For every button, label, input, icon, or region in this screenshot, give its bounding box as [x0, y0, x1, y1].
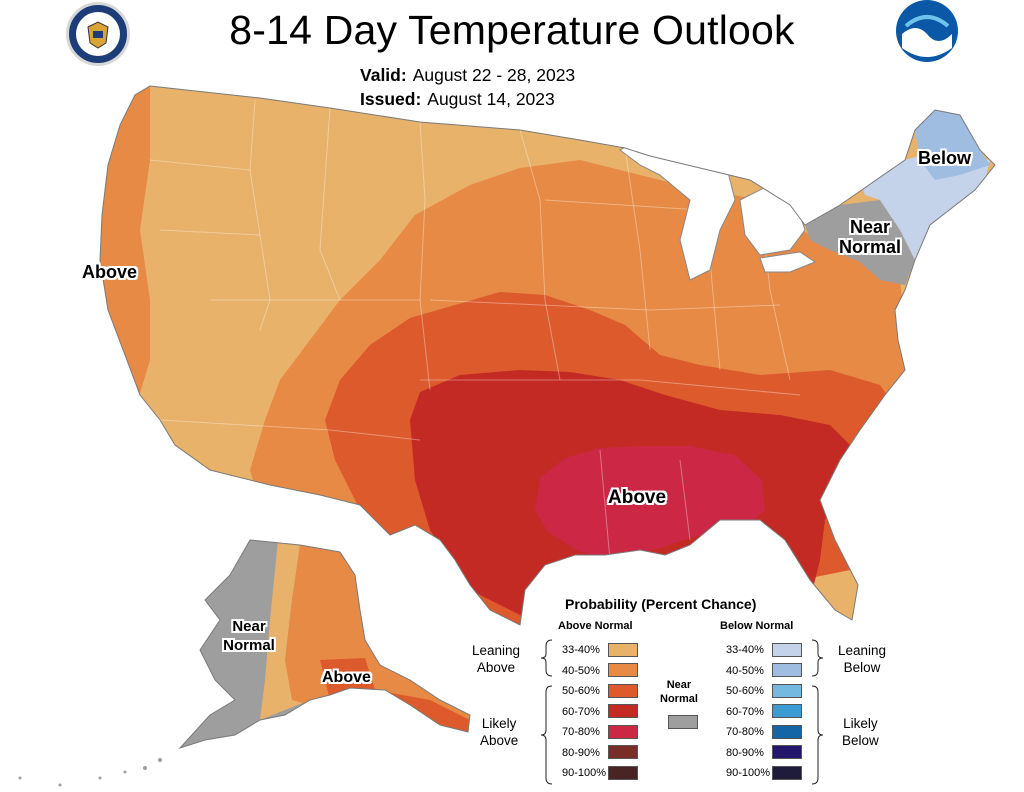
- label-near-normal-northeast: Near Normal: [828, 217, 912, 257]
- noaa-logo-icon: [896, 0, 958, 62]
- likely-word: Likely: [843, 716, 878, 731]
- leaning-word: Leaning: [472, 643, 521, 658]
- near-normal-swatch: [668, 715, 698, 729]
- below-normal-row: 40-50%: [726, 663, 802, 679]
- near-word: Near: [232, 618, 266, 635]
- below-normal-color-swatch: [772, 765, 802, 780]
- above-normal-color-swatch: [608, 745, 638, 760]
- above-normal-range-label: 70-80%: [562, 726, 600, 738]
- leaning-above-label: Leaning Above: [472, 642, 520, 676]
- below-normal-range-label: 40-50%: [726, 664, 764, 677]
- legend-title: Probability (Percent Chance): [565, 596, 757, 612]
- above-normal-row: 40-50%: [562, 663, 638, 679]
- below-normal-row: 90-100%: [726, 765, 802, 781]
- valid-dates: August 22 - 28, 2023: [412, 65, 576, 85]
- below-normal-row: 70-80%: [726, 724, 802, 740]
- normal-word: Normal: [838, 237, 901, 257]
- below-normal-range-label: 90-100%: [726, 767, 771, 779]
- below-normal-row: 50-60%: [726, 683, 802, 699]
- above-normal-row: 60-70%: [562, 704, 638, 720]
- above-normal-row: 90-100%: [562, 765, 638, 781]
- label-above-west: Above: [82, 262, 138, 282]
- leaning-below-label: Leaning Below: [838, 642, 886, 676]
- above-normal-row: 80-90%: [562, 745, 638, 761]
- below-normal-color-swatch: [772, 683, 802, 698]
- above-normal-color-swatch: [608, 765, 638, 780]
- above-normal-color-swatch: [608, 683, 638, 698]
- label-below-northeast: Below: [918, 148, 972, 168]
- label-near-normal-alaska: Near Normal: [212, 617, 286, 655]
- valid-line: Valid: August 22 - 28, 2023: [360, 64, 575, 86]
- above-normal-color-swatch: [608, 642, 638, 657]
- above-normal-range-label: 80-90%: [562, 746, 600, 759]
- below-normal-row: 60-70%: [726, 704, 802, 720]
- above-normal-range-label: 60-70%: [562, 705, 600, 718]
- map-title: 8-14 Day Temperature Outlook: [229, 7, 795, 53]
- above-normal-row: 50-60%: [562, 683, 638, 699]
- above-word: Above: [476, 660, 516, 675]
- commerce-seal-icon: [66, 2, 130, 66]
- leaning-word: Leaning: [838, 643, 887, 658]
- below-normal-row: 80-90%: [726, 745, 802, 761]
- above-normal-color-swatch: [608, 704, 638, 719]
- below-normal-header: Below Normal: [720, 620, 794, 632]
- above-normal-header: Above Normal: [558, 620, 633, 632]
- above-normal-range-label: 90-100%: [562, 767, 607, 779]
- below-normal-color-swatch: [772, 724, 802, 739]
- below-normal-row: 33-40%: [726, 642, 802, 658]
- likely-below-label: Likely Below: [842, 715, 879, 749]
- below-normal-color-swatch: [772, 642, 802, 657]
- above-normal-color-swatch: [608, 724, 638, 739]
- below-normal-color-swatch: [772, 745, 802, 760]
- normal-word: Normal: [660, 693, 698, 705]
- label-above-alaska: Above: [322, 669, 371, 686]
- below-word: Below: [842, 733, 879, 748]
- below-word: Below: [843, 660, 881, 675]
- issued-date: August 14, 2023: [427, 89, 555, 109]
- below-normal-range-label: 50-60%: [726, 685, 764, 697]
- near-word: Near: [849, 217, 891, 237]
- above-normal-range-label: 40-50%: [562, 664, 600, 677]
- normal-word: Normal: [223, 637, 275, 654]
- above-word: Above: [480, 733, 519, 748]
- likely-word: Likely: [481, 716, 517, 731]
- above-normal-range-label: 33-40%: [562, 644, 600, 656]
- above-normal-row: 70-80%: [562, 724, 638, 740]
- issued-line: Issued: August 14, 2023: [360, 88, 555, 110]
- below-normal-range-label: 80-90%: [726, 746, 764, 759]
- valid-label: Valid:: [360, 65, 407, 85]
- near-word: Near: [666, 679, 692, 691]
- issued-label: Issued:: [360, 89, 422, 109]
- label-above-southeast: Above: [608, 487, 667, 508]
- probability-legend: Probability (Percent Chance) Above Norma…: [470, 590, 886, 790]
- below-normal-color-swatch: [772, 704, 802, 719]
- below-normal-color-swatch: [772, 663, 802, 678]
- above-normal-color-swatch: [608, 663, 638, 678]
- below-normal-range-label: 70-80%: [726, 726, 764, 738]
- near-normal-label: Near Normal: [660, 678, 698, 706]
- likely-above-label: Likely Above: [480, 715, 518, 749]
- above-normal-range-label: 50-60%: [562, 685, 600, 697]
- below-normal-range-label: 33-40%: [726, 644, 764, 656]
- below-normal-range-label: 60-70%: [726, 705, 764, 718]
- above-normal-row: 33-40%: [562, 642, 638, 658]
- legend-braces: [540, 639, 824, 785]
